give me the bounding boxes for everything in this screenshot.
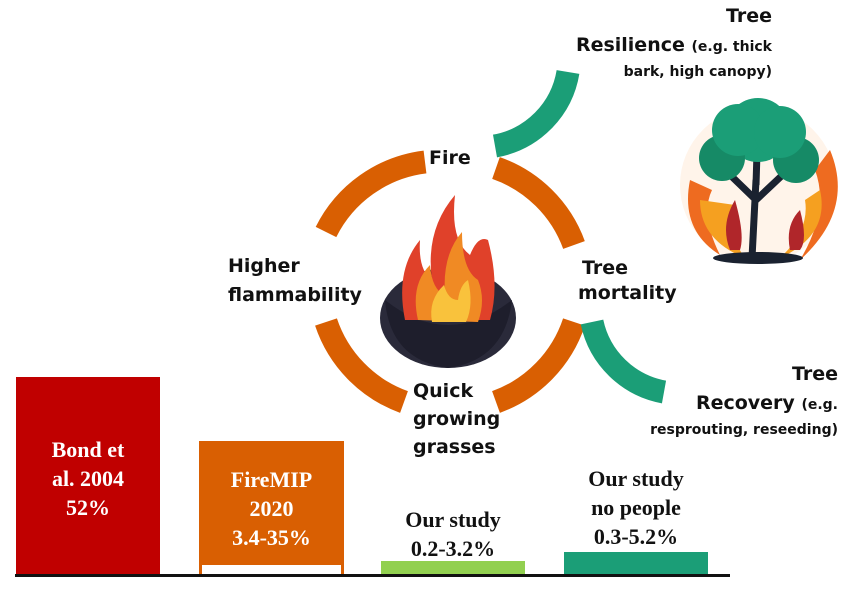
bar-label-our-study-no-people: Our study no people 0.3-5.2% [564,464,708,551]
label-line: Quick [413,380,474,402]
bar-label-bond-2004: Bond et al. 2004 52% [16,435,160,522]
label-line: Tree [582,257,629,279]
bar-label-firemip-2020: FireMIP 2020 3.4-35% [199,465,344,552]
label-line: growing [413,408,501,430]
bar-label-our-study: Our study 0.2-3.2% [381,505,525,563]
bar-our-study [381,561,525,576]
bar-label-line: 52% [66,495,110,520]
arc-flammability-to-fire [315,150,427,238]
bar-label-line: FireMIP [230,467,313,492]
arc-grasses-to-flammability [315,318,409,413]
label-line: flammability [228,284,362,306]
label-main: Resilience [575,34,685,56]
label-tree-mortality: Tree mortality [578,256,677,306]
label-note: (e.g. thick [691,39,773,55]
bar-label-line: Our study [405,507,501,532]
label-line: Tree [791,363,838,385]
bar-label-line: 3.4-35% [232,525,311,550]
bar-label-line: 0.2-3.2% [410,536,496,561]
arc-fire-to-resilience [492,69,580,158]
bar-bond-2004 [16,377,160,575]
label-note: bark, high canopy) [623,64,772,80]
bar-label-line: Bond et [51,437,125,462]
label-tree-resilience: Tree Resilience (e.g. thick bark, high c… [472,4,772,85]
burning-tree-icon [680,98,838,264]
label-note: resprouting, reseeding) [650,422,838,438]
bar-label-line: Our study [588,466,684,491]
label-note: (e.g. [801,397,838,413]
bar-label-line: 0.3-5.2% [593,524,679,549]
label-line: Higher [228,255,300,277]
bar-our-study-no-people [564,552,708,576]
bar-label-line: 2020 [249,496,294,521]
label-quick-grasses: Quick growing grasses [413,379,500,460]
arc-fire-to-mortality [491,157,585,250]
label-fire: Fire [429,147,471,169]
bar-label-line: no people [591,495,681,520]
label-line: Tree [725,5,772,27]
arc-mortality-to-grasses [491,318,585,413]
baseline-axis [15,574,730,577]
label-main: Recovery [695,392,795,414]
label-line: mortality [578,282,677,304]
bar-label-line: al. 2004 [51,466,125,491]
label-line: grasses [413,436,496,458]
flame-icon [380,195,516,368]
label-tree-recovery: Tree Recovery (e.g. resprouting, reseedi… [538,362,838,443]
label-higher-flammability: Higher flammability [228,254,362,308]
bar-range-low [202,565,341,576]
bar-firemip-2020 [199,441,344,576]
arc-mortality-to-recovery [580,319,667,404]
